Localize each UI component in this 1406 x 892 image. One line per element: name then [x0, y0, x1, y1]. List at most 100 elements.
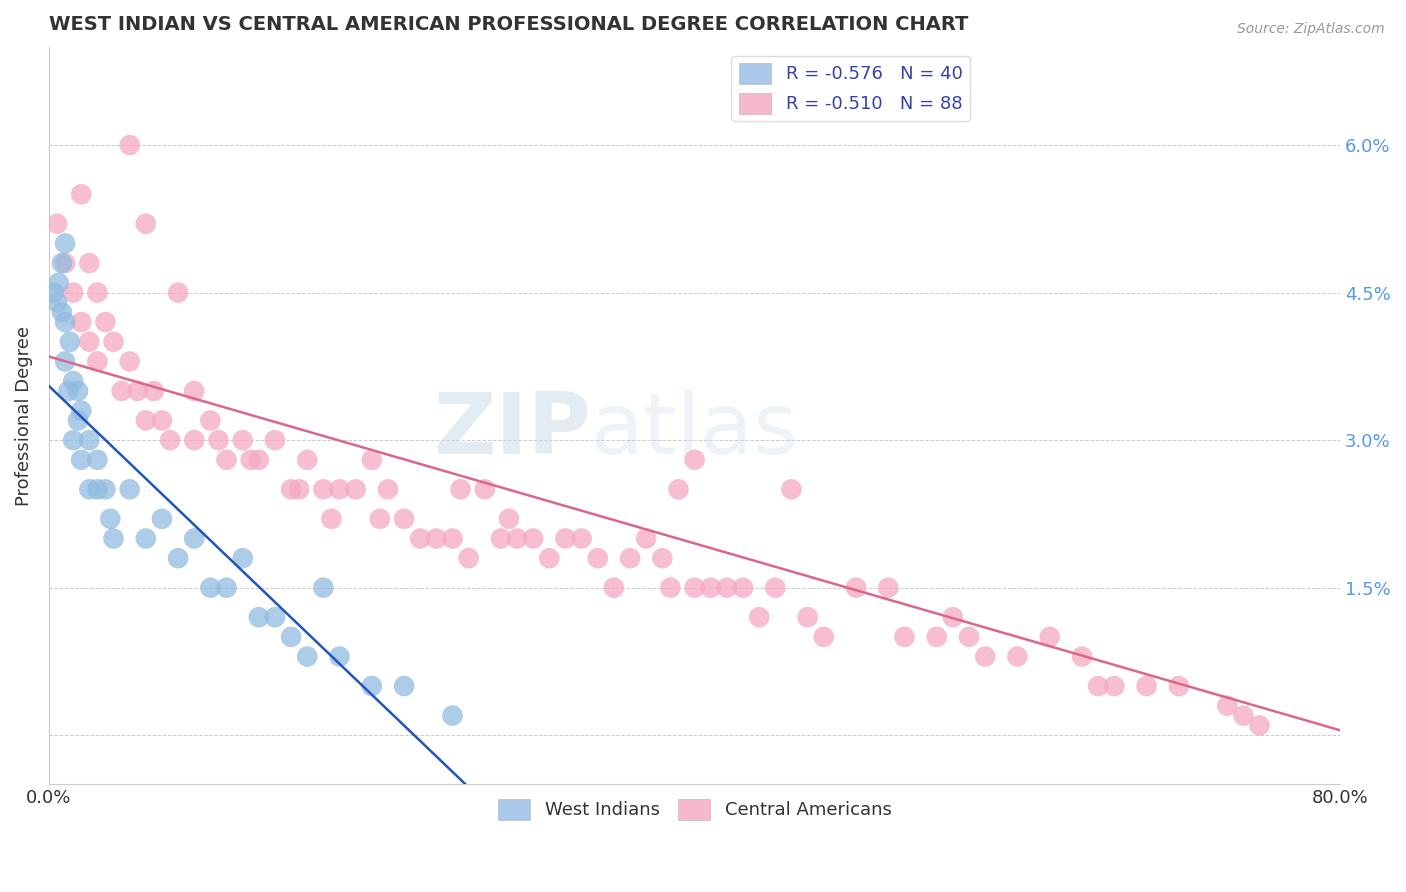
Point	[489, 532, 512, 546]
Point	[103, 532, 125, 546]
Point	[46, 217, 69, 231]
Point	[957, 630, 980, 644]
Point	[1087, 679, 1109, 693]
Point	[167, 285, 190, 300]
Point	[1167, 679, 1189, 693]
Point	[893, 630, 915, 644]
Point	[79, 433, 101, 447]
Point	[780, 483, 803, 497]
Point	[70, 452, 93, 467]
Point	[51, 305, 73, 319]
Point	[142, 384, 165, 398]
Point	[42, 285, 65, 300]
Point	[522, 532, 544, 546]
Point	[62, 374, 84, 388]
Point	[321, 512, 343, 526]
Point	[554, 532, 576, 546]
Point	[79, 334, 101, 349]
Point	[46, 295, 69, 310]
Point	[62, 433, 84, 447]
Point	[135, 217, 157, 231]
Point	[942, 610, 965, 624]
Point	[247, 610, 270, 624]
Point	[53, 315, 76, 329]
Point	[118, 138, 141, 153]
Point	[498, 512, 520, 526]
Text: WEST INDIAN VS CENTRAL AMERICAN PROFESSIONAL DEGREE CORRELATION CHART: WEST INDIAN VS CENTRAL AMERICAN PROFESSI…	[49, 15, 969, 34]
Point	[457, 551, 479, 566]
Point	[70, 315, 93, 329]
Y-axis label: Professional Degree: Professional Degree	[15, 326, 32, 506]
Legend: West Indians, Central Americans: West Indians, Central Americans	[491, 792, 898, 827]
Point	[70, 187, 93, 202]
Point	[368, 512, 391, 526]
Point	[62, 285, 84, 300]
Point	[98, 512, 121, 526]
Point	[813, 630, 835, 644]
Point	[619, 551, 641, 566]
Point	[1071, 649, 1094, 664]
Point	[683, 581, 706, 595]
Point	[53, 236, 76, 251]
Point	[207, 433, 229, 447]
Point	[288, 483, 311, 497]
Point	[239, 452, 262, 467]
Point	[845, 581, 868, 595]
Point	[312, 483, 335, 497]
Point	[66, 384, 89, 398]
Point	[360, 679, 382, 693]
Point	[297, 649, 319, 664]
Point	[135, 413, 157, 427]
Point	[232, 551, 254, 566]
Point	[586, 551, 609, 566]
Point	[716, 581, 738, 595]
Point	[86, 452, 108, 467]
Point	[1104, 679, 1126, 693]
Point	[659, 581, 682, 595]
Point	[377, 483, 399, 497]
Point	[280, 483, 302, 497]
Point	[1249, 718, 1271, 732]
Point	[344, 483, 367, 497]
Point	[571, 532, 593, 546]
Point	[183, 384, 205, 398]
Point	[668, 483, 690, 497]
Point	[425, 532, 447, 546]
Point	[86, 354, 108, 368]
Point	[200, 413, 222, 427]
Point	[392, 512, 415, 526]
Point	[974, 649, 997, 664]
Point	[748, 610, 770, 624]
Point	[328, 649, 350, 664]
Point	[66, 413, 89, 427]
Text: Source: ZipAtlas.com: Source: ZipAtlas.com	[1237, 22, 1385, 37]
Point	[474, 483, 496, 497]
Point	[328, 483, 350, 497]
Point	[53, 256, 76, 270]
Point	[700, 581, 723, 595]
Point	[51, 256, 73, 270]
Point	[683, 452, 706, 467]
Point	[79, 256, 101, 270]
Point	[1232, 708, 1254, 723]
Point	[150, 413, 173, 427]
Point	[538, 551, 561, 566]
Point	[110, 384, 132, 398]
Point	[94, 483, 117, 497]
Point	[1135, 679, 1157, 693]
Point	[360, 452, 382, 467]
Text: ZIP: ZIP	[433, 389, 592, 472]
Point	[183, 532, 205, 546]
Point	[603, 581, 626, 595]
Point	[763, 581, 786, 595]
Point	[1039, 630, 1062, 644]
Point	[280, 630, 302, 644]
Point	[232, 433, 254, 447]
Point	[103, 334, 125, 349]
Point	[1216, 698, 1239, 713]
Point	[215, 452, 238, 467]
Point	[247, 452, 270, 467]
Point	[150, 512, 173, 526]
Point	[183, 433, 205, 447]
Point	[118, 483, 141, 497]
